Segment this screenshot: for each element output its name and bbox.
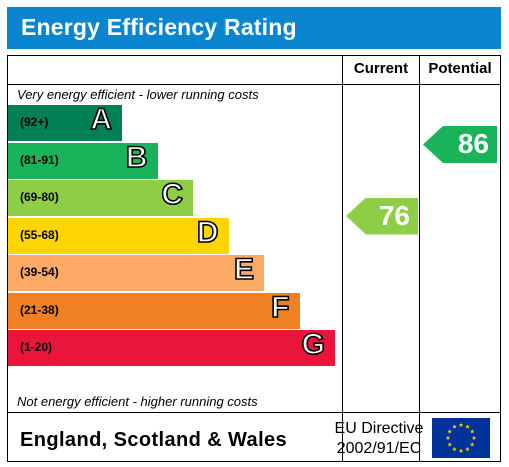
band-letter-label: A xyxy=(90,102,113,137)
note-efficient: Very energy efficient - lower running co… xyxy=(17,87,259,102)
potential-rating-arrow: 86 xyxy=(423,126,497,163)
column-header-potential: Potential xyxy=(428,60,492,77)
flag-star xyxy=(465,446,470,452)
flag-star xyxy=(447,429,453,434)
eu-flag-icon xyxy=(432,418,490,458)
page-title: Energy Efficiency Rating xyxy=(21,14,297,40)
band-range-label: (1-20) xyxy=(20,340,53,354)
footer-country: England, Scotland & Wales xyxy=(20,429,288,451)
flag-star xyxy=(471,435,477,440)
flag-star xyxy=(465,424,470,429)
flag-star xyxy=(452,424,457,429)
flag-star xyxy=(445,435,451,440)
band-range-label: (69-80) xyxy=(20,190,59,204)
band-letter-label: D xyxy=(196,215,219,250)
band-letter-label: E xyxy=(233,252,255,287)
flag-star xyxy=(458,422,464,427)
band-f: (21-38) F xyxy=(8,290,300,329)
column-divider-current xyxy=(342,56,343,461)
band-g: (1-20) G xyxy=(8,327,335,366)
rating-frame: Current Potential Very energy efficient … xyxy=(7,55,501,462)
header-separator xyxy=(8,84,500,85)
directive-line-2: 2002/91/EC xyxy=(336,440,422,457)
band-c: (69-80) C xyxy=(8,177,193,216)
flag-star xyxy=(469,442,475,447)
flag-star xyxy=(458,448,464,453)
band-letter-label: G xyxy=(301,327,326,362)
band-range-label: (39-54) xyxy=(20,265,59,279)
band-range-label: (81-91) xyxy=(20,152,59,167)
current-rating-arrow-value: 76 xyxy=(378,199,410,231)
band-range-label: (92+) xyxy=(20,115,49,129)
footer-separator xyxy=(8,412,500,413)
flag-star xyxy=(452,446,457,452)
band-range-label: (55-68) xyxy=(20,227,59,242)
note-inefficient: Not energy efficient - higher running co… xyxy=(17,394,258,409)
band-range-label: (21-38) xyxy=(20,302,59,317)
flag-star xyxy=(447,442,453,447)
band-b: (81-91) B xyxy=(8,140,158,179)
band-letter-label: C xyxy=(161,177,184,212)
current-rating-arrow: 76 xyxy=(346,197,418,235)
footer-directive: EU Directive 2002/91/EC xyxy=(330,419,428,459)
potential-rating-arrow-value: 86 xyxy=(457,128,489,159)
band-letter-label: B xyxy=(125,140,148,175)
band-a: (92+) A xyxy=(8,102,122,141)
flag-star xyxy=(469,429,475,434)
column-header-current: Current xyxy=(353,60,409,77)
band-letter-label: F xyxy=(270,290,290,325)
directive-line-1: EU Directive xyxy=(334,420,424,437)
band-e: (39-54) E xyxy=(8,252,264,291)
column-divider-potential xyxy=(419,56,420,461)
band-d: (55-68) D xyxy=(8,215,229,254)
title-bar: Energy Efficiency Rating xyxy=(7,7,501,49)
